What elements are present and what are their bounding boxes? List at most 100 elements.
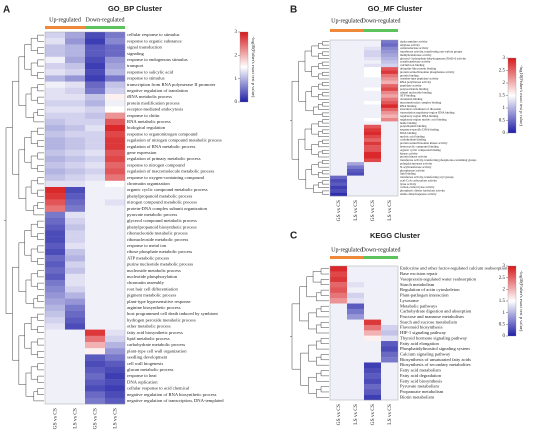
- heat-cell: [364, 367, 381, 374]
- heat-cell: [105, 292, 125, 299]
- heat-cell: [85, 156, 105, 163]
- heat-cell: [85, 218, 105, 225]
- heat-cell: [330, 128, 347, 132]
- heat-cell: [347, 314, 364, 320]
- heat-cell: [65, 273, 85, 281]
- heat-cell: [65, 304, 85, 312]
- dendrogram: [311, 164, 319, 176]
- heat-cell: [364, 282, 381, 288]
- dendrogram: [299, 286, 309, 322]
- dendrogram: [37, 140, 44, 147]
- heat-cell: [330, 131, 347, 136]
- heat-cell: [85, 311, 105, 318]
- heat-cell: [347, 73, 364, 78]
- row-label: macromolecular complex binding: [400, 100, 442, 104]
- heat-cell: [45, 63, 65, 70]
- dendrogram: [316, 340, 329, 350]
- row-label: regulation of nitrogen compound metaboli…: [127, 138, 222, 143]
- row-label: Base excision repair: [400, 271, 438, 276]
- row-label: lipid metabolic process: [127, 336, 170, 341]
- heat-cell: [45, 187, 65, 194]
- heat-cell: [45, 230, 65, 237]
- dendrogram: [322, 92, 329, 97]
- row-label: adenyl nucleotide binding: [400, 90, 432, 94]
- heat-cell: [105, 63, 125, 70]
- heat-cell: [364, 134, 381, 139]
- heat-cell: [347, 158, 364, 163]
- heat-cell: [45, 342, 65, 349]
- dendrogram: [25, 93, 34, 118]
- heat-cell: [381, 60, 398, 64]
- heat-cell: [364, 94, 381, 98]
- heat-cell: [347, 56, 364, 61]
- heat-cell: [347, 357, 364, 363]
- dendrogram: [33, 205, 44, 216]
- heat-cell: [364, 335, 381, 342]
- heat-cell: [364, 303, 381, 310]
- heat-cell: [330, 50, 347, 54]
- heat-cell: [85, 44, 105, 51]
- heatmap-frame: [329, 265, 399, 401]
- heat-cell: [381, 138, 398, 142]
- heat-cell: [347, 179, 364, 183]
- row-label: negative regulation of translation: [127, 88, 189, 93]
- dendrogram: [30, 341, 38, 355]
- row-label: acyl-CoA carboxylase activity: [400, 178, 437, 182]
- heat-cell: [347, 118, 364, 122]
- heat-cell: [85, 205, 105, 212]
- heat-cell: [105, 75, 125, 82]
- dendrogram: [320, 338, 329, 344]
- heat-cell: [65, 94, 85, 101]
- heat-cell: [105, 379, 125, 386]
- dendrogram: [318, 63, 329, 70]
- row-label: regulation of macromolecule metabolic pr…: [127, 169, 214, 174]
- row-label: phenylpropanoid biosynthetic process: [127, 224, 197, 229]
- heat-cell: [45, 255, 65, 262]
- row-label: tRNA metabolic process: [127, 94, 172, 99]
- dendrogram: [37, 72, 44, 79]
- heat-cell: [330, 162, 347, 166]
- heat-cell: [65, 112, 85, 119]
- heat-cell: [330, 287, 347, 293]
- heat-cell: [381, 172, 398, 176]
- heat-cell: [85, 87, 105, 95]
- heat-cell: [45, 218, 65, 225]
- column-label: LS vs CS: [72, 408, 78, 429]
- heat-cell: [45, 280, 65, 287]
- heat-cell: [105, 205, 125, 212]
- heat-cell: [364, 111, 381, 115]
- row-label: ribose phosphate metabolic process: [127, 249, 192, 254]
- heat-cell: [45, 242, 65, 250]
- heat-cell: [105, 174, 125, 181]
- row-label: host programmed cell death induced by sy…: [127, 311, 219, 316]
- heat-cell: [347, 145, 364, 149]
- column-label: LS vs CS: [353, 404, 359, 425]
- heat-cell: [65, 249, 85, 256]
- heat-cell: [347, 63, 364, 68]
- heat-cell: [45, 317, 65, 324]
- heat-cell: [85, 317, 105, 324]
- group-label: Up-regulated: [331, 18, 363, 24]
- heat-cell: [364, 56, 381, 61]
- column-label: GS vs CS: [336, 404, 342, 425]
- heat-cell: [65, 63, 85, 70]
- heat-cell: [65, 311, 85, 318]
- heat-cell: [381, 192, 398, 197]
- group-label: Down-regulated: [362, 247, 401, 253]
- heat-cell: [105, 236, 125, 243]
- heat-cell: [105, 143, 125, 150]
- heat-cell: [347, 303, 364, 310]
- column-label: LS vs CS: [353, 200, 359, 221]
- heat-cell: [85, 354, 105, 361]
- heat-cell: [364, 324, 381, 331]
- heat-cell: [381, 179, 398, 183]
- heat-cell: [105, 131, 125, 138]
- row-label: biological regulation: [127, 125, 166, 130]
- heat-cell: [45, 298, 65, 305]
- dendrogram: [37, 59, 44, 67]
- heat-cell: [105, 385, 125, 392]
- heat-cell: [381, 155, 398, 159]
- heat-cell: [330, 394, 347, 401]
- heat-cell: [381, 389, 398, 395]
- heat-cell: [85, 391, 105, 398]
